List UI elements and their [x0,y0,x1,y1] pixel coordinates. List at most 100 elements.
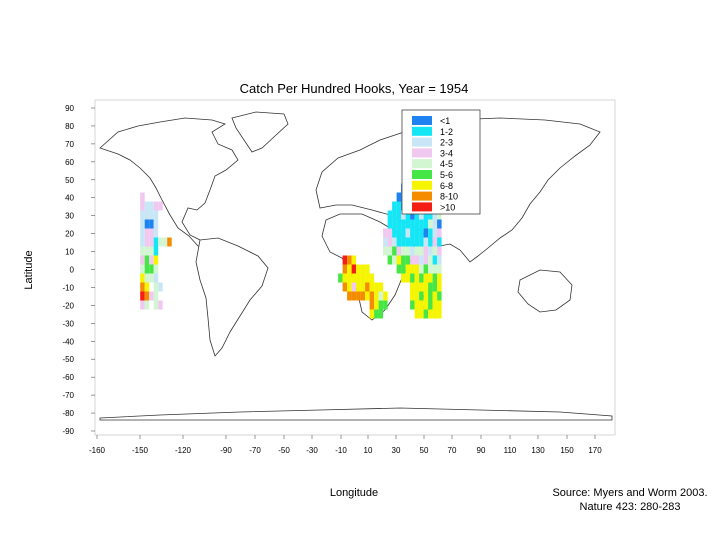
heat-cell [410,300,415,310]
heat-cell [437,264,442,274]
y-tick-label: 0 [70,266,75,275]
legend-label: <1 [440,116,450,126]
heat-cell [396,264,402,274]
heat-cell [360,282,366,292]
heat-cell [342,264,348,274]
heat-cell [140,237,145,247]
y-tick-label: 20 [65,230,74,239]
legend-label: 8-10 [440,192,458,202]
heat-cell [437,273,442,283]
heat-cell [387,210,393,220]
heat-cell [149,246,154,256]
heat-cell [428,309,433,319]
heat-cell [432,246,438,256]
antarctica-outline [99,407,613,421]
heat-cell [414,300,420,310]
heat-cell [387,237,393,247]
heat-cell [423,291,429,301]
heat-cell [419,210,424,220]
heat-cell [401,264,406,274]
heat-cell [149,255,154,265]
heat-cell [144,282,150,292]
heat-cell [149,228,154,238]
heat-cell [432,282,438,292]
heat-cell [423,273,429,283]
heat-cell [432,255,438,265]
heat-cell [153,228,159,238]
heat-cell [419,291,424,301]
y-tick-label: -20 [62,301,74,310]
north-america-outline [99,117,239,248]
heat-cell [144,300,150,310]
heat-cell [428,282,433,292]
heat-cell [374,282,379,292]
heat-cell [423,237,429,247]
heat-cell [144,273,150,283]
heat-cell [410,228,415,238]
x-tick-label: 110 [504,446,517,455]
heat-cell [410,273,415,283]
heat-cell [140,282,145,292]
heat-cell [419,300,424,310]
heat-cell [144,219,150,229]
x-tick-label: 170 [588,446,602,455]
heat-cell [414,291,420,301]
x-tick-label: 30 [392,446,401,455]
legend-swatch [412,202,432,212]
heat-cell [419,273,424,283]
heat-cell [437,282,442,292]
x-tick-label: 50 [420,446,429,455]
heat-cell [396,210,402,220]
heat-cell [153,282,159,292]
legend-swatch [412,180,432,190]
heat-cell [149,219,154,229]
heat-cell [374,291,379,301]
heat-cell [410,282,415,292]
heat-cell [140,210,145,220]
heat-cell [410,237,415,247]
y-tick-label: -40 [62,337,74,346]
heat-cell [167,237,172,247]
y-tick-label: 60 [65,158,74,167]
heat-cell [405,210,411,220]
heat-cell [369,291,375,301]
heat-cell [144,291,150,301]
y-tick-label: 80 [65,122,74,131]
heat-cell [140,219,145,229]
x-tick-label: -90 [220,446,232,455]
heat-cell [396,201,402,211]
heat-cell [401,237,406,247]
legend-label: >10 [440,202,455,212]
heat-cell [396,219,402,229]
x-tick-label: -10 [335,446,347,455]
y-tick-label: 10 [65,248,74,257]
south-america-outline [195,237,269,357]
heat-cell [401,210,406,220]
heat-cell [158,237,163,247]
heat-cell [153,264,159,274]
heat-cell [144,228,150,238]
heat-cell [140,300,145,310]
chart-title: Catch Per Hundred Hooks, Year = 1954 [240,81,469,96]
heat-cell [383,300,388,310]
heat-cell [342,255,348,265]
heat-cell [369,282,375,292]
legend-swatch [412,170,432,179]
x-axis-ticks: -160 -150 -120 -90 -70 -50 -30 -10 10 30 50 70 90 110… [89,435,602,455]
x-tick-label: -50 [278,446,290,455]
y-tick-label: 50 [65,176,74,185]
heat-cell [396,255,402,265]
heat-cell [392,255,397,265]
heat-cell [356,273,361,283]
heat-cell [387,255,393,265]
x-tick-label: -70 [249,446,261,455]
heat-cell [428,300,433,310]
heat-cell [405,264,411,274]
heat-cell [392,210,397,220]
y-tick-label: -30 [62,319,74,328]
legend-swatch [412,148,432,158]
heat-cell [432,210,438,220]
heat-cell [414,219,420,229]
heat-cell [428,255,433,265]
x-tick-label: -120 [175,446,192,455]
